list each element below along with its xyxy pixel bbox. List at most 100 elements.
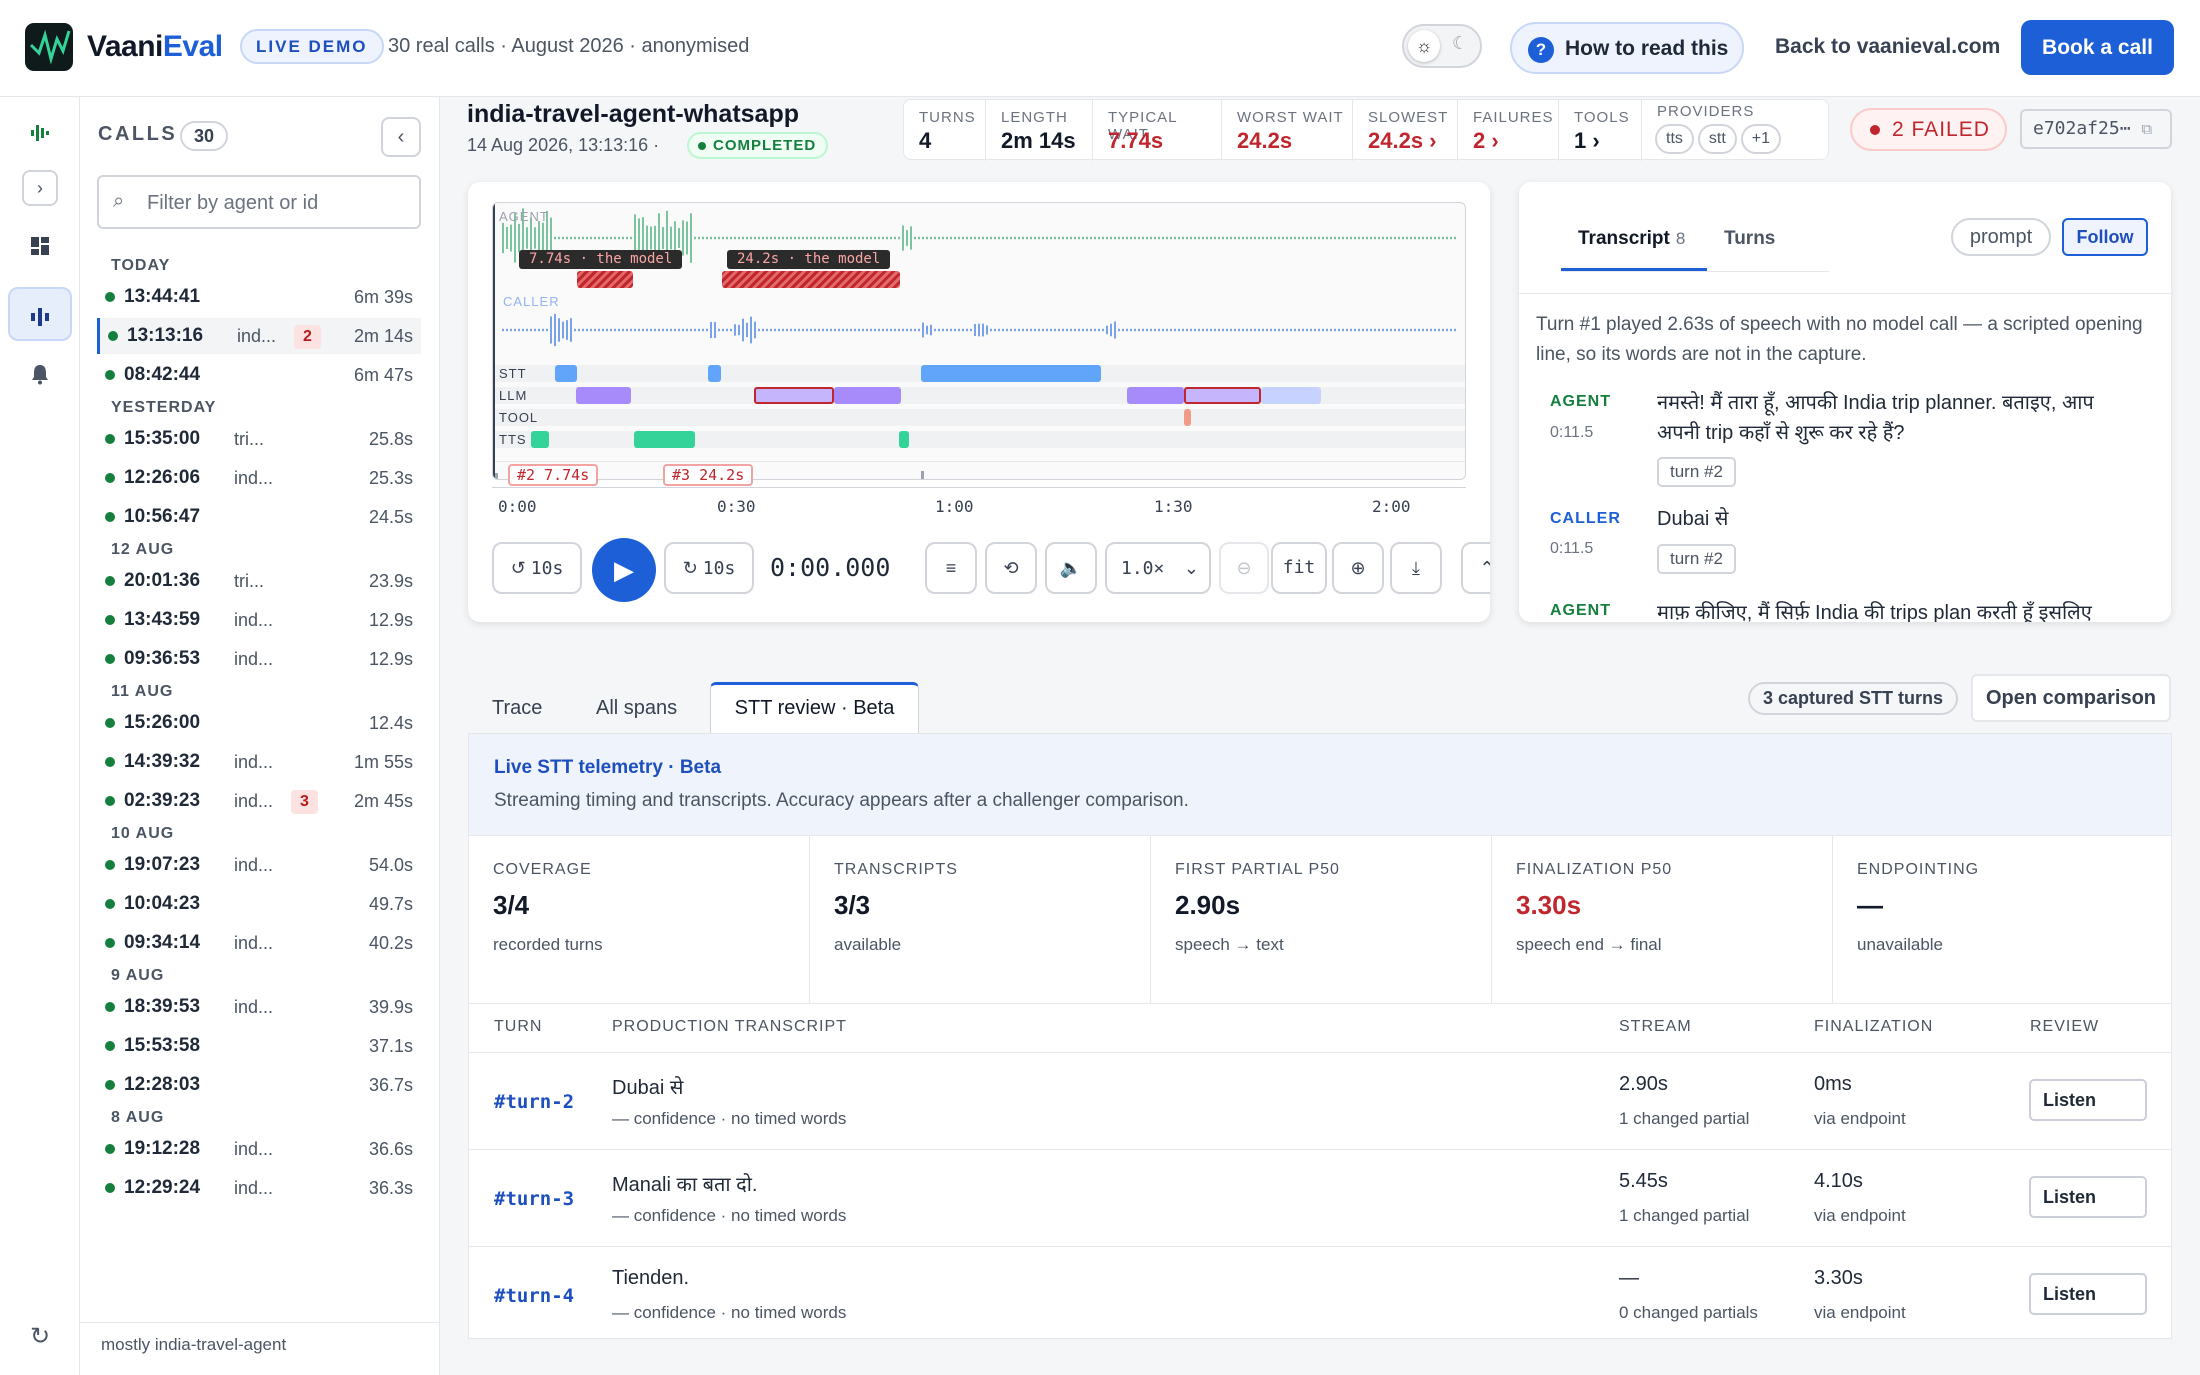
call-list-item[interactable]: 19:07:23 ind... 54.0s xyxy=(97,847,421,883)
back-link[interactable]: Back to vaanieval.com xyxy=(1775,35,2001,58)
prompt-button[interactable]: prompt xyxy=(1951,218,2051,256)
call-list-item[interactable]: 10:04:23 49.7s xyxy=(97,886,421,922)
llm-span-failed[interactable] xyxy=(1184,387,1261,404)
stt-span[interactable] xyxy=(555,365,577,382)
call-list-item[interactable]: 12:26:06 ind... 25.3s xyxy=(97,460,421,496)
stat-failures[interactable]: FAILURES 2 › xyxy=(1458,100,1559,161)
play-button[interactable]: ▶ xyxy=(592,538,656,602)
book-call-button[interactable]: Book a call xyxy=(2021,20,2174,75)
failure-marker-2[interactable]: #3 24.2s xyxy=(663,464,754,486)
call-list-item[interactable]: 13:44:41 6m 39s xyxy=(97,279,421,315)
stt-span[interactable] xyxy=(708,365,721,382)
call-time: 15:35:00 xyxy=(124,428,201,449)
tool-span[interactable] xyxy=(1184,409,1191,426)
call-agent: ind... xyxy=(234,1178,274,1198)
listen-button[interactable]: Listen xyxy=(2029,1176,2147,1218)
chevron-up-icon[interactable]: ⌃ xyxy=(1461,542,1490,594)
tab-all-spans[interactable]: All spans xyxy=(596,697,678,719)
call-list-item[interactable]: 13:13:16 ind... 2 2m 14s xyxy=(97,318,421,354)
turn-link[interactable]: #turn-4 xyxy=(494,1285,575,1307)
call-list-item[interactable]: 12:29:24 ind... 36.3s xyxy=(97,1170,421,1206)
call-list-item[interactable]: 10:56:47 24.5s xyxy=(97,499,421,535)
provider-chip[interactable]: +1 xyxy=(1740,124,1782,154)
turn-link[interactable]: #turn-2 xyxy=(494,1091,575,1113)
call-list-item[interactable]: 15:26:00 12.4s xyxy=(97,705,421,741)
tab-transcript[interactable]: Transcript 8 xyxy=(1578,228,1686,249)
utterance-text: Dubai से xyxy=(1657,508,1729,530)
stt-span[interactable] xyxy=(921,365,1101,382)
llm-span[interactable] xyxy=(576,387,631,404)
llm-span[interactable] xyxy=(1261,387,1321,404)
filter-input[interactable]: ⌕ Filter by agent or id xyxy=(97,175,421,229)
listen-button[interactable]: Listen xyxy=(2029,1273,2147,1315)
align-icon[interactable]: ≡ xyxy=(925,542,977,594)
call-list-item[interactable]: 02:39:23 ind... 3 2m 45s xyxy=(97,783,421,819)
tts-span[interactable] xyxy=(634,431,695,448)
speed-select[interactable]: 1.0× ⌄ xyxy=(1105,542,1211,594)
rewind-button[interactable]: ↺ 10s xyxy=(492,542,582,594)
production-transcript: Dubai से xyxy=(612,1077,684,1099)
dashboard-icon[interactable] xyxy=(22,232,58,268)
collapse-sidebar-button[interactable]: ‹ xyxy=(381,117,421,157)
llm-span-failed[interactable] xyxy=(754,387,834,404)
provider-chip[interactable]: stt xyxy=(1697,124,1737,154)
how-to-read-button[interactable]: ? How to read this xyxy=(1510,22,1744,74)
listen-button[interactable]: Listen xyxy=(2029,1079,2147,1121)
bell-icon[interactable] xyxy=(22,360,58,396)
call-list-item[interactable]: 19:12:28 ind... 36.6s xyxy=(97,1131,421,1167)
failed-badge[interactable]: 2 FAILED xyxy=(1850,108,2007,151)
timeline[interactable]: AGENT CALLER 7.74s · the model 24.2s · t… xyxy=(492,202,1466,480)
wait-bar-2[interactable] xyxy=(722,271,900,288)
refresh-icon[interactable]: ↻ xyxy=(29,1323,51,1350)
status-dot xyxy=(105,757,115,767)
zoom-out-icon[interactable]: ⊖ xyxy=(1219,542,1269,594)
call-list-item[interactable]: 18:39:53 ind... 39.9s xyxy=(97,989,421,1025)
volume-icon[interactable]: 🔈 xyxy=(1045,542,1097,594)
waveform-icon[interactable] xyxy=(22,119,58,155)
tts-span[interactable] xyxy=(531,431,549,448)
stat-tools[interactable]: TOOLS 1 › xyxy=(1559,100,1642,161)
tts-span[interactable] xyxy=(899,431,909,448)
expand-rail-button[interactable]: › xyxy=(22,170,58,206)
fit-button[interactable]: fit xyxy=(1271,542,1327,594)
confidence-note: — confidence · no timed words xyxy=(612,1206,847,1225)
turn-link[interactable]: #turn-3 xyxy=(494,1188,575,1210)
theme-toggle[interactable]: ☼ ☾ xyxy=(1402,24,1482,68)
turn-chip[interactable]: turn #2 xyxy=(1657,457,1736,487)
call-list-item[interactable]: 09:34:14 ind... 40.2s xyxy=(97,925,421,961)
forward-icon: ↻ xyxy=(682,558,698,578)
calls-nav-icon[interactable] xyxy=(8,287,72,341)
call-group-header: YESTERDAY xyxy=(111,399,217,416)
provider-chip[interactable]: tts xyxy=(1655,124,1694,154)
call-list-item[interactable]: 20:01:36 tri... 23.9s xyxy=(97,563,421,599)
lane-tts xyxy=(493,431,1465,448)
call-list-item[interactable]: 15:35:00 tri... 25.8s xyxy=(97,421,421,457)
call-list-item[interactable]: 12:28:03 36.7s xyxy=(97,1067,421,1103)
follow-button[interactable]: Follow xyxy=(2062,218,2148,256)
call-list-item[interactable]: 13:43:59 ind... 12.9s xyxy=(97,602,421,638)
open-comparison-button[interactable]: Open comparison xyxy=(1971,674,2171,722)
turn-chip[interactable]: turn #2 xyxy=(1657,544,1736,574)
wait-bar-1[interactable] xyxy=(577,271,633,288)
failure-marker-1[interactable]: #2 7.74s xyxy=(508,464,599,486)
call-list-item[interactable]: 09:36:53 ind... 12.9s xyxy=(97,641,421,677)
zoom-in-icon[interactable]: ⊕ xyxy=(1332,542,1384,594)
call-list-item[interactable]: 15:53:58 37.1s xyxy=(97,1028,421,1064)
forward-button[interactable]: ↻ 10s xyxy=(664,542,754,594)
tab-turns[interactable]: Turns xyxy=(1724,228,1776,249)
loop-icon[interactable]: ⟲ xyxy=(985,542,1037,594)
llm-span[interactable] xyxy=(834,387,901,404)
playhead[interactable] xyxy=(493,203,495,479)
llm-span[interactable] xyxy=(1127,387,1184,404)
call-id-copy[interactable]: e702af25⋯ ⧉ xyxy=(2020,109,2172,149)
tab-trace[interactable]: Trace xyxy=(492,697,543,719)
call-time: 13:44:41 xyxy=(124,286,201,307)
stat-slowest[interactable]: SLOWEST 24.2s › xyxy=(1353,100,1458,161)
tab-stt-review[interactable]: STT review · Beta xyxy=(710,682,919,734)
vaanieval-logo[interactable] xyxy=(25,23,73,71)
call-list-item[interactable]: 14:39:32 ind... 1m 55s xyxy=(97,744,421,780)
brand-name[interactable]: VaaniEval xyxy=(87,30,223,63)
download-icon[interactable]: ⤓ xyxy=(1390,542,1442,594)
call-list-item[interactable]: 08:42:44 6m 47s xyxy=(97,357,421,393)
live-demo-badge: LIVE DEMO xyxy=(240,29,384,64)
